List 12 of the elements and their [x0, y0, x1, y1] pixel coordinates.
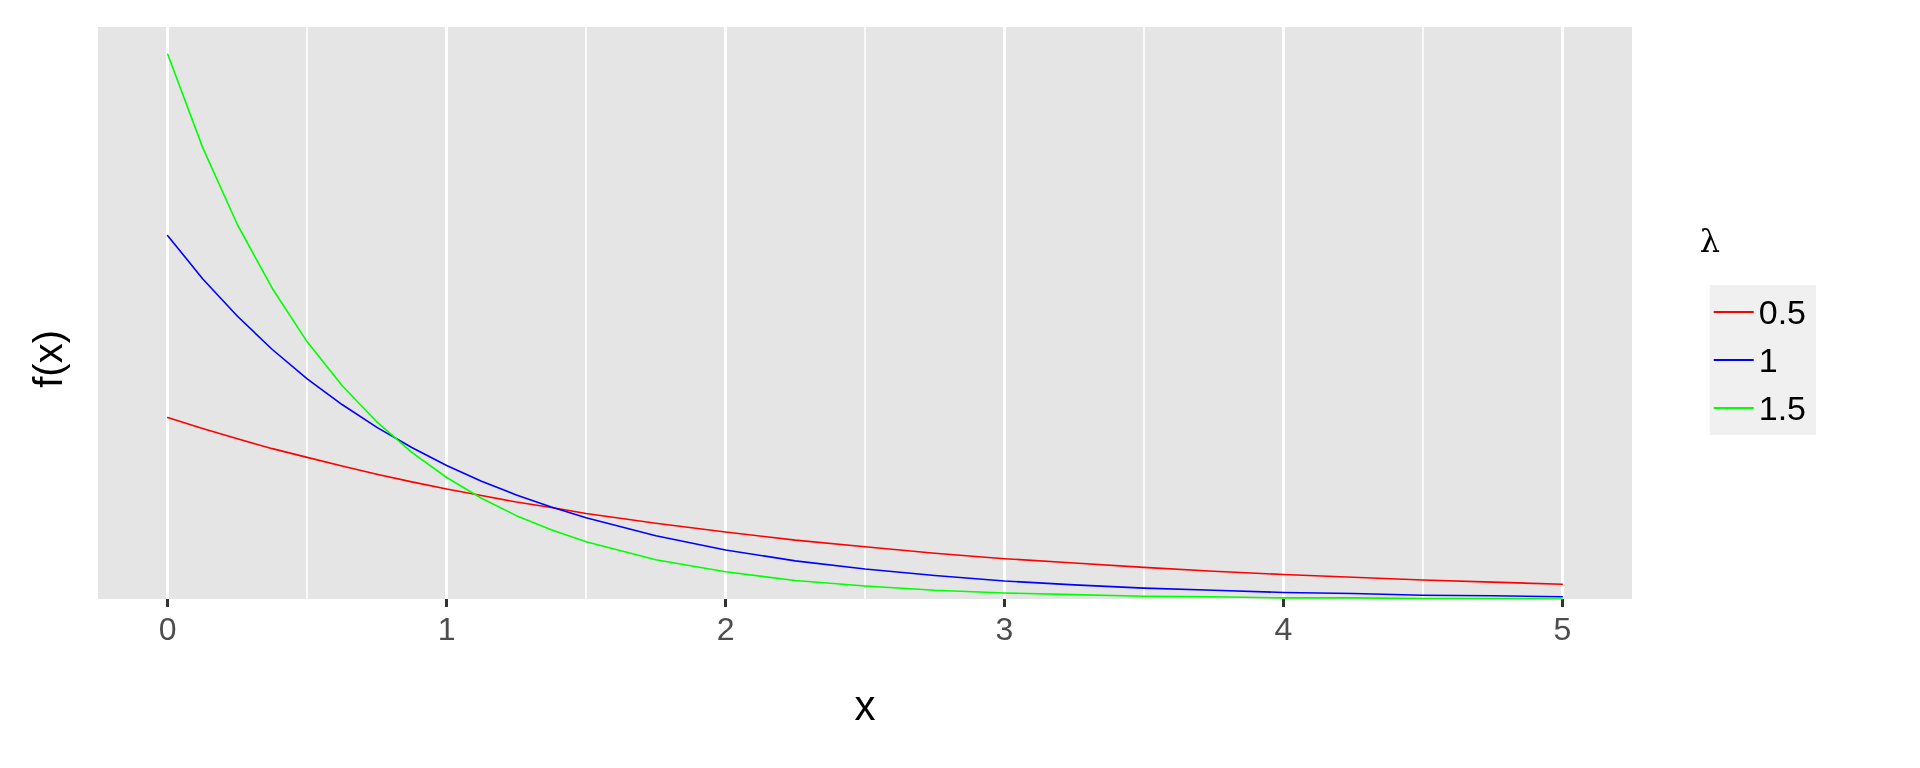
- y-axis-title: f(x): [26, 329, 70, 388]
- legend-label: 1: [1758, 341, 1778, 379]
- x-tick-label: 3: [995, 611, 1014, 647]
- x-tick-label: 0: [158, 611, 177, 647]
- x-tick-label: 1: [437, 611, 456, 647]
- x-axis-title: x: [854, 681, 876, 729]
- legend-title: λ: [1699, 222, 1720, 260]
- x-tick-label: 4: [1274, 611, 1293, 647]
- x-tick-label: 2: [716, 611, 735, 647]
- legend-label: 0.5: [1758, 293, 1806, 331]
- legend-label: 1.5: [1758, 389, 1806, 427]
- x-tick-label: 5: [1553, 611, 1572, 647]
